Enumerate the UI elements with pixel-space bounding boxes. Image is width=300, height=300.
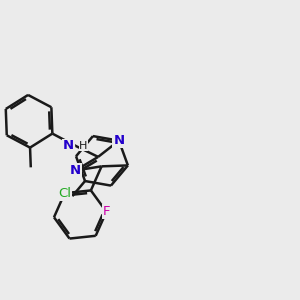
Text: Cl: Cl <box>58 187 71 200</box>
Text: N: N <box>63 140 74 152</box>
Text: H: H <box>80 141 88 151</box>
Text: N: N <box>70 164 81 177</box>
Text: F: F <box>103 205 110 218</box>
Text: N: N <box>113 134 124 147</box>
